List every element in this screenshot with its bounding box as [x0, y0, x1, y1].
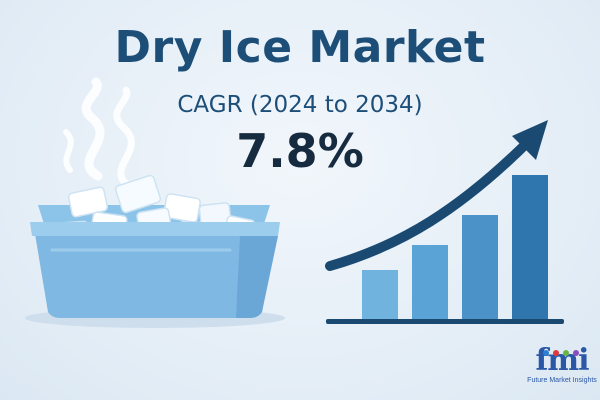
chart-bars [362, 175, 548, 320]
cagr-value: 7.8% [236, 124, 364, 178]
dry-ice-container-icon [25, 77, 285, 328]
container-side-shade [236, 236, 278, 318]
logo-dots [543, 341, 583, 356]
trend-arrow-head [512, 120, 548, 160]
logo-mark: fmi [535, 343, 589, 378]
chart-bar [362, 270, 398, 320]
cagr-period-label: CAGR (2024 to 2034) [177, 92, 423, 118]
logo-name: Future Market Insights [527, 377, 597, 384]
page-title: Dry Ice Market [114, 22, 486, 73]
growth-bar-chart-icon [325, 120, 564, 324]
fmi-logo: fmi Future Market Insights [527, 343, 597, 385]
container-rim-front [30, 222, 280, 236]
vapor-icon [63, 77, 135, 190]
chart-bar [512, 175, 548, 320]
chart-baseline [326, 319, 564, 324]
chart-bar [412, 245, 448, 320]
trend-arrow-line [325, 133, 537, 271]
chart-bar [462, 215, 498, 320]
